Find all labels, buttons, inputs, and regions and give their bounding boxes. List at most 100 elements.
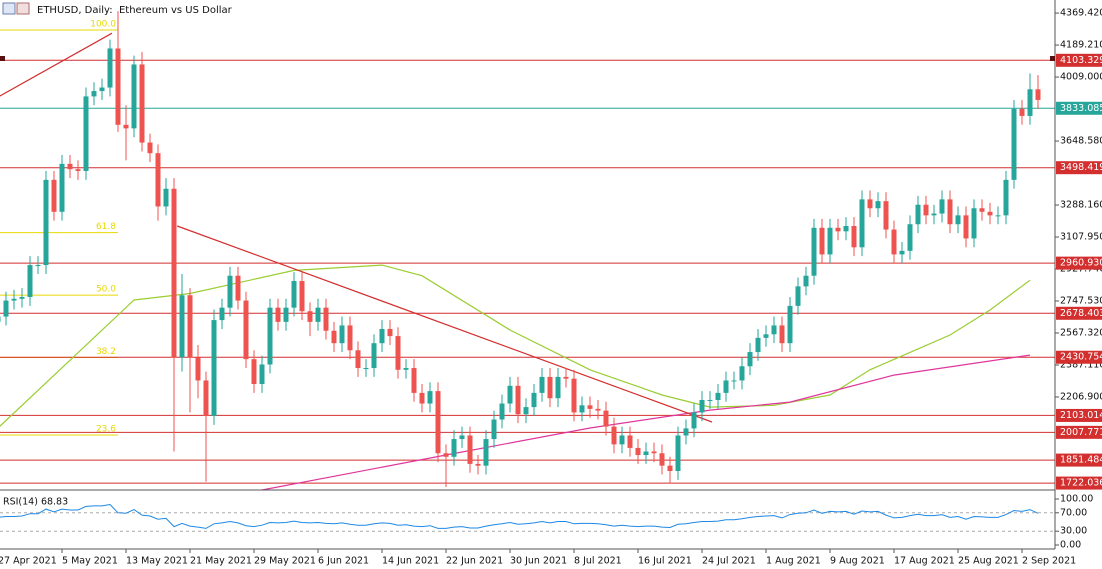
level-price-box xyxy=(1056,408,1102,422)
level-price-label: 2960.930 xyxy=(1060,258,1102,269)
rsi-title: RSI(14) 68.83 xyxy=(3,497,68,508)
x-tick-label: 6 Jun 2021 xyxy=(318,556,369,567)
candle-body xyxy=(747,352,753,367)
candle-body xyxy=(979,208,985,212)
candle-body xyxy=(163,188,169,207)
candle-body xyxy=(347,325,353,351)
level-price-label: 3498.419 xyxy=(1060,162,1102,173)
candle-body xyxy=(579,405,585,413)
rsi-line xyxy=(0,503,1039,529)
candle-body xyxy=(171,188,177,358)
y-tick-label: 4189.210 xyxy=(1060,40,1102,51)
candle-body xyxy=(475,463,481,466)
rsi-tick-label: 70.00 xyxy=(1060,507,1087,518)
candle-body xyxy=(235,275,241,301)
candle-body xyxy=(147,142,153,154)
candle-body xyxy=(643,451,649,456)
candle-body xyxy=(435,391,441,454)
candle-body xyxy=(11,298,17,301)
symbol-icon xyxy=(16,2,30,15)
candle-body xyxy=(499,403,505,420)
candle-body xyxy=(675,435,681,472)
candle-body xyxy=(859,199,865,248)
candle-body xyxy=(3,300,9,317)
candle-body xyxy=(291,281,297,308)
candle-body xyxy=(211,320,217,416)
candle-body xyxy=(739,366,745,381)
fib-label: 23.6 xyxy=(96,424,116,434)
candle-body xyxy=(43,179,49,266)
plot-area: 100.0 61.8 50.0 38.2 23.6 xyxy=(0,11,1055,490)
level-price-box xyxy=(1056,453,1102,467)
candle-body xyxy=(355,350,361,369)
candle-body xyxy=(515,385,521,415)
candle-body xyxy=(403,368,409,370)
candle-body xyxy=(315,307,321,322)
candle-body xyxy=(227,275,233,308)
candle-body xyxy=(115,48,121,125)
candle-body xyxy=(331,330,337,344)
candle-body xyxy=(715,392,721,400)
level-price-label: 2430.754 xyxy=(1060,352,1102,363)
candle-body xyxy=(379,328,385,344)
level-price-label: 3833.085 xyxy=(1060,103,1102,114)
x-tick-label: 2 Sep 2021 xyxy=(1022,556,1076,567)
candle-body xyxy=(851,226,857,248)
level-marker xyxy=(0,56,5,61)
level-price-label: 2678.403 xyxy=(1060,308,1102,319)
candle-body xyxy=(915,204,921,225)
candle-body xyxy=(1003,179,1009,216)
candle-body xyxy=(923,204,929,216)
candle-body xyxy=(83,96,89,171)
candle-body xyxy=(51,179,57,212)
candle-body xyxy=(547,376,553,399)
candle-body xyxy=(555,376,561,399)
candle-body xyxy=(123,124,129,129)
candle-body xyxy=(203,380,209,416)
level-price-label: 1851.484 xyxy=(1060,455,1102,466)
level-price-box xyxy=(1056,425,1102,439)
fib-label: 61.8 xyxy=(96,222,116,232)
candle-body xyxy=(779,325,785,344)
candle-body xyxy=(971,208,977,239)
candle-body xyxy=(467,435,473,464)
candle-body xyxy=(459,435,465,440)
candle-body xyxy=(187,295,193,358)
x-tick-label: 25 Aug 2021 xyxy=(958,556,1019,567)
candle-body xyxy=(891,229,897,255)
x-tick-label: 30 Jun 2021 xyxy=(510,556,567,567)
fib-label: 100.0 xyxy=(90,20,116,30)
candle-body xyxy=(251,359,257,385)
candle-body xyxy=(27,265,33,298)
trendline xyxy=(0,32,113,97)
level-marker xyxy=(1050,56,1055,61)
candle-body xyxy=(1011,108,1017,180)
candle-body xyxy=(819,227,825,255)
candle-body xyxy=(875,201,881,209)
y-tick-label: 3648.580 xyxy=(1060,136,1102,147)
rsi-panel xyxy=(0,503,1055,532)
candle-body xyxy=(451,439,457,457)
level-price-box xyxy=(1056,350,1102,364)
candle-body xyxy=(691,412,697,429)
candle-body xyxy=(219,307,225,321)
candle-body xyxy=(659,453,665,466)
candle-body xyxy=(931,213,937,216)
candle-body xyxy=(307,311,313,322)
y-tick-label: 2567.320 xyxy=(1060,328,1102,339)
candle-body xyxy=(75,169,81,171)
candle-body xyxy=(787,305,793,344)
x-tick-label: 17 Aug 2021 xyxy=(894,556,955,567)
candle-body xyxy=(179,295,185,358)
candle-body xyxy=(523,407,529,415)
x-tick-label: 8 Jul 2021 xyxy=(574,556,622,567)
candle-body xyxy=(987,211,993,216)
candle-body xyxy=(323,307,329,331)
level-price-label: 2007.771 xyxy=(1060,427,1102,438)
candle-body xyxy=(0,316,1,322)
x-tick-label: 5 May 2021 xyxy=(62,556,118,567)
y-tick-label: 2747.530 xyxy=(1060,296,1102,307)
x-tick-label: 13 May 2021 xyxy=(126,556,188,567)
candle-body xyxy=(371,343,377,369)
